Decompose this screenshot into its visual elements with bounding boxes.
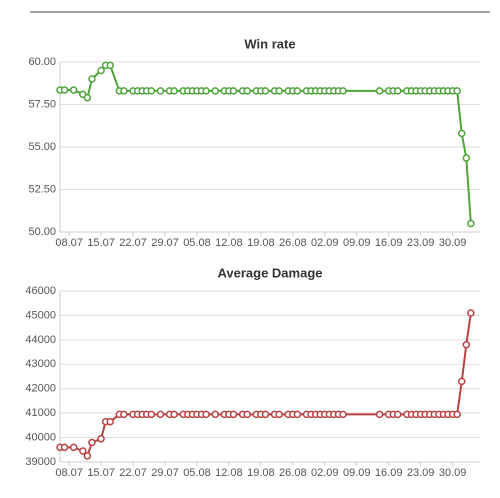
x-tick-label: 29.07 bbox=[151, 467, 179, 479]
marker bbox=[211, 410, 219, 419]
x-tick-label: 15.07 bbox=[87, 237, 115, 249]
marker bbox=[275, 87, 283, 95]
marker bbox=[97, 66, 105, 75]
marker bbox=[88, 75, 96, 83]
marker bbox=[375, 87, 384, 95]
y-tick-label: 39000 bbox=[25, 456, 56, 468]
marker bbox=[60, 86, 69, 94]
x-tick-label: 05.08 bbox=[183, 467, 211, 479]
marker bbox=[69, 86, 78, 94]
marker bbox=[467, 219, 475, 228]
y-tick-label: 42000 bbox=[25, 383, 56, 395]
marker bbox=[243, 87, 251, 95]
marker bbox=[106, 417, 114, 426]
marker bbox=[79, 447, 87, 455]
marker bbox=[339, 87, 347, 95]
marker bbox=[229, 87, 238, 95]
x-tick-label: 26.08 bbox=[279, 467, 307, 479]
x-tick-label: 22.07 bbox=[119, 467, 147, 479]
chart-title: Average Damage bbox=[217, 265, 322, 280]
y-tick-label: 40000 bbox=[25, 431, 56, 443]
marker bbox=[88, 438, 96, 447]
y-tick-label: 52.50 bbox=[28, 183, 56, 195]
y-tick-label: 50.00 bbox=[28, 226, 56, 238]
x-tick-label: 15.07 bbox=[87, 467, 115, 479]
marker bbox=[106, 61, 114, 70]
marker bbox=[462, 340, 471, 349]
x-tick-label: 29.07 bbox=[151, 237, 179, 249]
marker bbox=[243, 410, 251, 419]
marker bbox=[69, 443, 78, 452]
marker bbox=[453, 410, 461, 419]
x-tick-label: 16.09 bbox=[375, 237, 403, 249]
marker bbox=[261, 410, 270, 419]
y-tick-label: 43000 bbox=[25, 358, 56, 370]
marker bbox=[229, 410, 238, 419]
marker bbox=[457, 377, 466, 386]
y-tick-label: 60.00 bbox=[28, 56, 56, 68]
marker bbox=[170, 410, 178, 419]
x-tick-label: 30.09 bbox=[439, 467, 467, 479]
marker bbox=[339, 410, 347, 419]
x-tick-label: 08.07 bbox=[55, 237, 83, 249]
line bbox=[60, 312, 472, 458]
x-tick-label: 08.07 bbox=[55, 467, 83, 479]
marker bbox=[60, 443, 69, 452]
marker bbox=[202, 410, 210, 419]
marker bbox=[120, 410, 128, 419]
marker bbox=[147, 87, 156, 95]
marker bbox=[261, 87, 270, 95]
y-tick-label: 44000 bbox=[25, 334, 56, 346]
x-tick-label: 16.09 bbox=[375, 467, 403, 479]
marker bbox=[457, 129, 466, 138]
marker bbox=[394, 410, 402, 419]
marker bbox=[453, 87, 461, 95]
marker bbox=[202, 87, 210, 95]
x-tick-label: 23.09 bbox=[407, 237, 435, 249]
marker bbox=[156, 87, 165, 95]
y-tick-label: 45000 bbox=[25, 309, 56, 321]
y-tick-label: 46000 bbox=[25, 285, 56, 297]
x-tick-label: 30.09 bbox=[439, 237, 467, 249]
marker bbox=[120, 87, 128, 95]
x-tick-label: 22.07 bbox=[119, 237, 147, 249]
x-tick-label: 02.09 bbox=[311, 467, 339, 479]
marker bbox=[83, 452, 92, 460]
x-tick-label: 23.09 bbox=[407, 467, 435, 479]
y-tick-label: 57.50 bbox=[28, 98, 56, 110]
marker bbox=[394, 87, 402, 95]
marker bbox=[275, 410, 283, 419]
x-tick-label: 26.08 bbox=[279, 237, 307, 249]
marker bbox=[83, 93, 92, 102]
marker bbox=[467, 309, 475, 317]
x-tick-label: 19.08 bbox=[247, 237, 275, 249]
marker bbox=[293, 410, 302, 419]
marker bbox=[375, 410, 384, 419]
x-tick-label: 19.08 bbox=[247, 467, 275, 479]
marker bbox=[97, 435, 105, 443]
y-tick-label: 55.00 bbox=[28, 141, 56, 153]
marker bbox=[462, 154, 471, 162]
x-tick-label: 12.08 bbox=[215, 237, 243, 249]
x-tick-label: 09.09 bbox=[343, 237, 371, 249]
chart-title: Win rate bbox=[244, 36, 295, 51]
x-tick-label: 09.09 bbox=[343, 467, 371, 479]
x-tick-label: 02.09 bbox=[311, 237, 339, 249]
marker bbox=[293, 87, 302, 95]
marker bbox=[156, 410, 165, 419]
marker bbox=[211, 87, 219, 95]
marker bbox=[170, 87, 178, 95]
x-tick-label: 12.08 bbox=[215, 467, 243, 479]
x-tick-label: 05.08 bbox=[183, 237, 211, 249]
y-tick-label: 41000 bbox=[25, 407, 56, 419]
marker bbox=[147, 410, 156, 419]
